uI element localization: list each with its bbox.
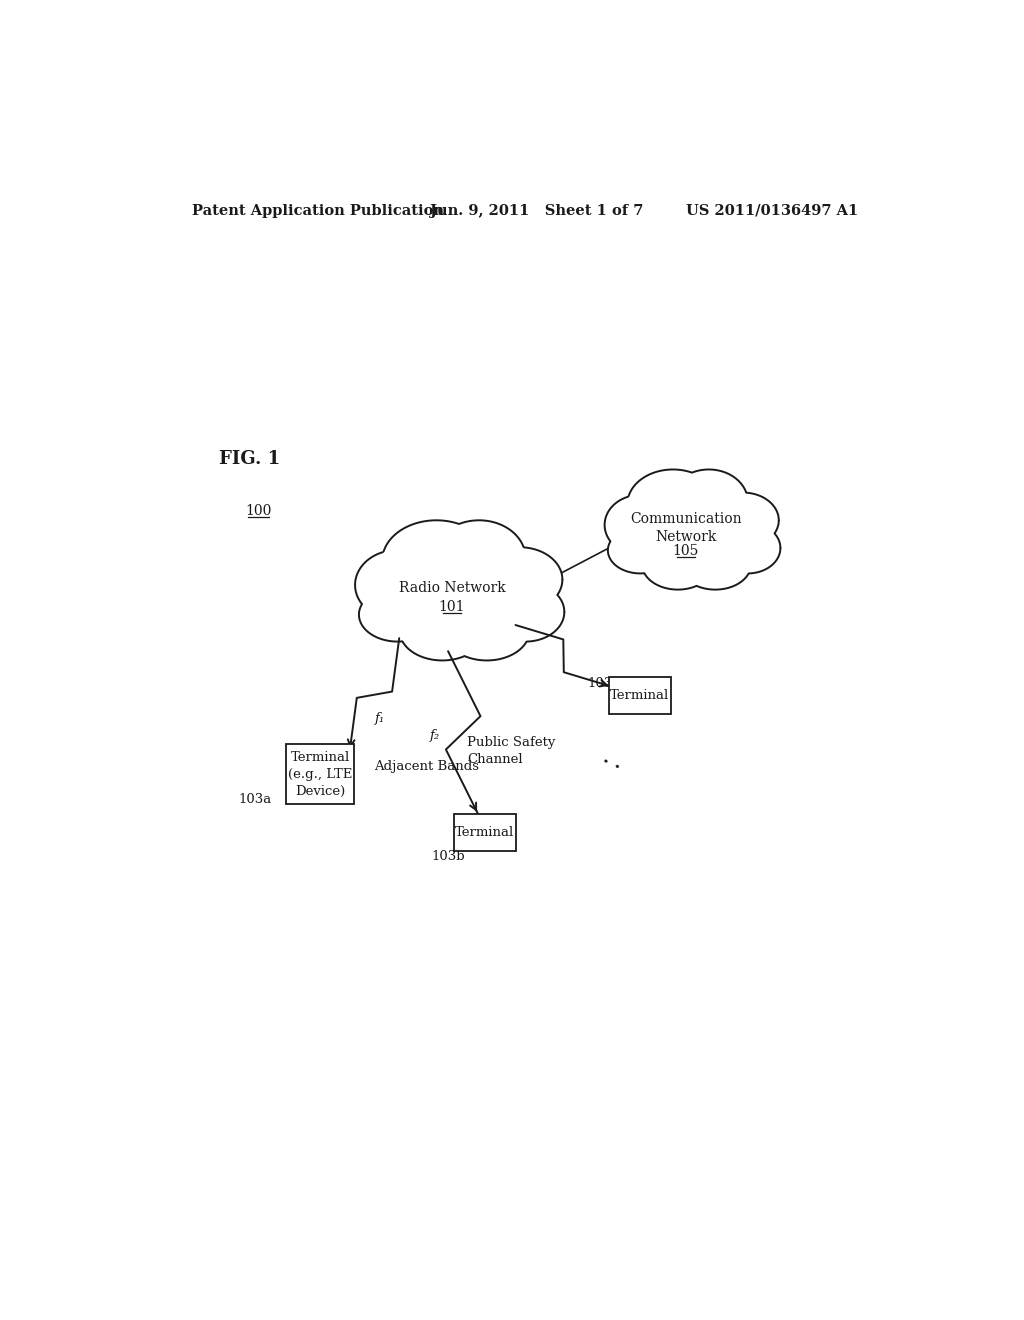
Text: FIG. 1: FIG. 1 [219,450,281,467]
Text: Radio Network: Radio Network [398,581,505,595]
Text: f₁: f₁ [375,713,385,726]
Ellipse shape [708,492,779,548]
FancyBboxPatch shape [608,677,671,714]
Ellipse shape [444,601,529,660]
Ellipse shape [355,550,440,620]
Ellipse shape [680,539,751,590]
Text: Patent Application Publication: Patent Application Publication [193,203,444,218]
Text: Public Safety
Channel: Public Safety Channel [467,737,556,767]
FancyBboxPatch shape [286,744,354,804]
Text: Adjacent Bands: Adjacent Bands [375,760,479,774]
Ellipse shape [670,470,748,535]
Ellipse shape [382,520,490,601]
Ellipse shape [370,552,535,640]
Text: 105: 105 [673,544,699,558]
FancyBboxPatch shape [454,814,515,851]
Ellipse shape [399,601,485,660]
Text: 103b: 103b [432,850,466,862]
Text: . .: . . [601,748,626,772]
Ellipse shape [432,520,525,595]
Text: US 2011/0136497 A1: US 2011/0136497 A1 [686,203,858,218]
Ellipse shape [359,587,436,642]
Ellipse shape [486,582,564,642]
Text: 100: 100 [245,504,271,517]
Ellipse shape [616,496,755,572]
Ellipse shape [628,470,719,539]
Text: Terminal: Terminal [455,826,514,840]
Ellipse shape [716,523,780,573]
Text: Communication
Network: Communication Network [630,512,741,544]
Ellipse shape [608,527,673,573]
Text: 101: 101 [438,599,465,614]
Ellipse shape [604,495,676,554]
Text: 103n: 103n [588,677,622,690]
Text: Terminal: Terminal [610,689,669,702]
Text: 103a: 103a [238,792,271,805]
Ellipse shape [642,539,714,590]
Ellipse shape [477,548,562,612]
Text: Jun. 9, 2011   Sheet 1 of 7: Jun. 9, 2011 Sheet 1 of 7 [430,203,644,218]
Text: Terminal
(e.g., LTE
Device): Terminal (e.g., LTE Device) [288,751,352,797]
Text: f₂: f₂ [430,730,440,742]
